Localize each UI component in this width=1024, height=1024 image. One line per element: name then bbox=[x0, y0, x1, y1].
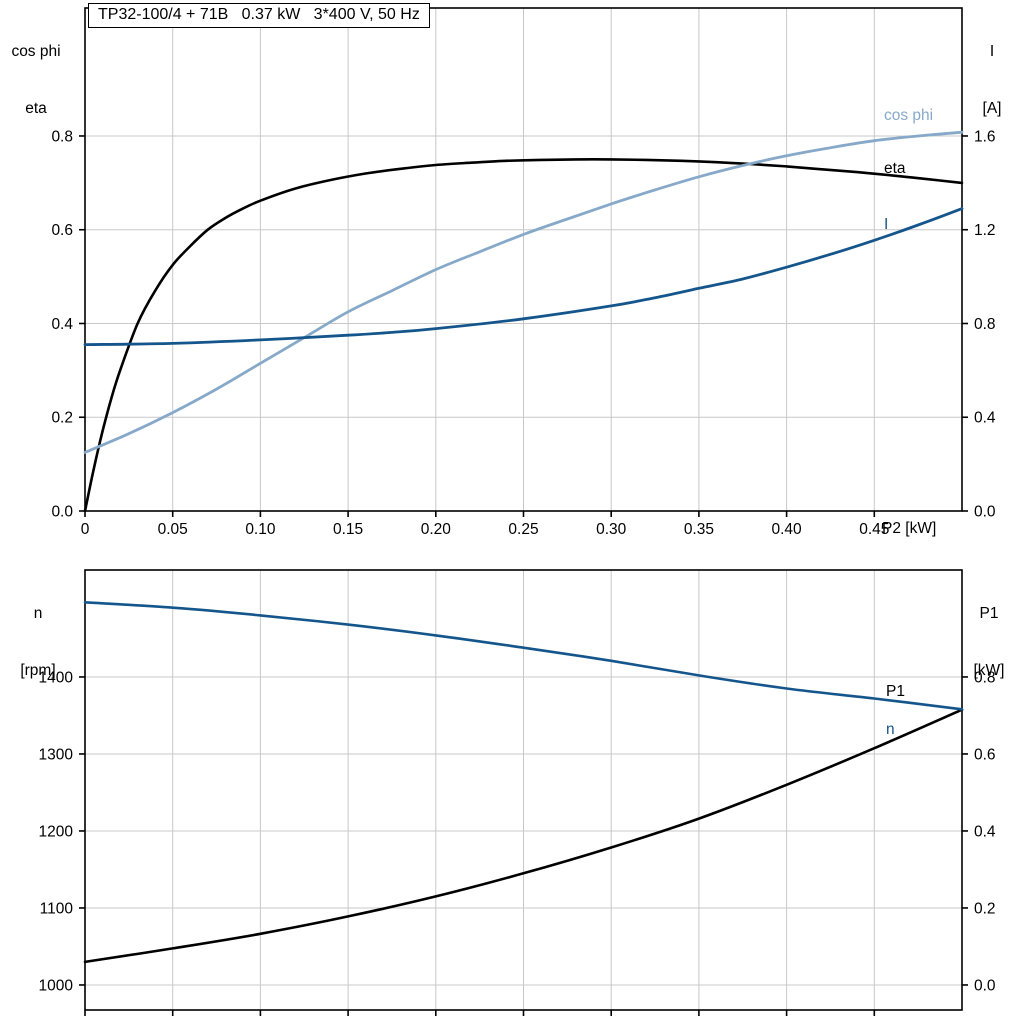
svg-text:1200: 1200 bbox=[39, 823, 74, 840]
eta-axis-label: eta bbox=[25, 100, 47, 117]
cos-phi-curve-label: cos phi bbox=[884, 107, 934, 124]
curve-p1 bbox=[83, 708, 964, 964]
svg-text:0.40: 0.40 bbox=[772, 521, 803, 538]
curve-eta bbox=[83, 158, 964, 513]
bottom-right-axis-label: P1 [kW] bbox=[958, 566, 1020, 718]
x-axis-label: P2 [kW] bbox=[882, 520, 937, 537]
svg-text:0.0: 0.0 bbox=[974, 977, 996, 994]
svg-text:1400: 1400 bbox=[39, 669, 74, 686]
svg-text:1.6: 1.6 bbox=[974, 128, 996, 145]
chart-panel-1: 1000 1100 1200 1300 1400 0.0 0.2 0.4 0.6 0.8 bbox=[39, 569, 996, 1016]
svg-text:0.8: 0.8 bbox=[51, 128, 73, 145]
svg-text:0.8: 0.8 bbox=[974, 669, 996, 686]
svg-text:0.6: 0.6 bbox=[974, 746, 996, 763]
svg-text:0: 0 bbox=[81, 521, 90, 538]
speed-unit-label: [rpm] bbox=[20, 662, 56, 679]
svg-text:0.4: 0.4 bbox=[51, 316, 73, 333]
current-unit-label: [A] bbox=[982, 100, 1002, 117]
svg-text:0.0: 0.0 bbox=[51, 504, 73, 521]
svg-text:0.45: 0.45 bbox=[859, 521, 889, 538]
svg-text:0.25: 0.25 bbox=[508, 521, 538, 538]
chart-panel-0: 0.0 0.2 0.4 0.6 0.8 0.0 0.4 0.8 1.2 1.6 0 0.05 0.10 0… bbox=[51, 7, 996, 538]
svg-text:0.2: 0.2 bbox=[51, 410, 73, 427]
svg-text:0.8: 0.8 bbox=[974, 316, 996, 333]
svg-text:0.20: 0.20 bbox=[421, 521, 452, 538]
p1-axis-label: P1 bbox=[979, 605, 999, 622]
svg-text:0.6: 0.6 bbox=[51, 222, 73, 239]
svg-text:0.05: 0.05 bbox=[158, 521, 188, 538]
svg-text:0.35: 0.35 bbox=[684, 521, 714, 538]
svg-text:1000: 1000 bbox=[39, 977, 74, 994]
svg-text:0.30: 0.30 bbox=[596, 521, 627, 538]
svg-text:0.15: 0.15 bbox=[333, 521, 363, 538]
svg-text:0.0: 0.0 bbox=[974, 504, 996, 521]
eta-curve-label: eta bbox=[884, 160, 906, 177]
svg-text:1.2: 1.2 bbox=[974, 222, 996, 239]
svg-text:0.2: 0.2 bbox=[974, 900, 996, 917]
speed-curve-label: n bbox=[886, 721, 895, 738]
cos-phi-axis-label: cos phi bbox=[11, 43, 61, 60]
svg-text:1100: 1100 bbox=[40, 900, 74, 917]
curve-n bbox=[83, 601, 964, 711]
top-right-axis-label: I [A] bbox=[964, 4, 1020, 156]
top-left-axis-label: cos phi eta bbox=[4, 4, 68, 156]
chart-title-box: TP32-100/4 + 71B 0.37 kW 3*400 V, 50 Hz bbox=[88, 3, 430, 28]
bottom-left-axis-label: n [rpm] bbox=[6, 566, 70, 718]
curve-i bbox=[83, 207, 964, 346]
curve-cos-phi bbox=[83, 130, 964, 454]
svg-text:1300: 1300 bbox=[39, 746, 74, 763]
p1-curve-label: P1 bbox=[886, 683, 905, 700]
svg-text:0.4: 0.4 bbox=[974, 823, 996, 840]
current-curve-label: I bbox=[884, 216, 889, 233]
svg-text:0.4: 0.4 bbox=[974, 410, 996, 427]
current-axis-label: I bbox=[989, 43, 995, 60]
p1-unit-label: [kW] bbox=[973, 662, 1005, 679]
svg-text:0.10: 0.10 bbox=[245, 521, 276, 538]
speed-axis-label: n bbox=[33, 605, 43, 622]
